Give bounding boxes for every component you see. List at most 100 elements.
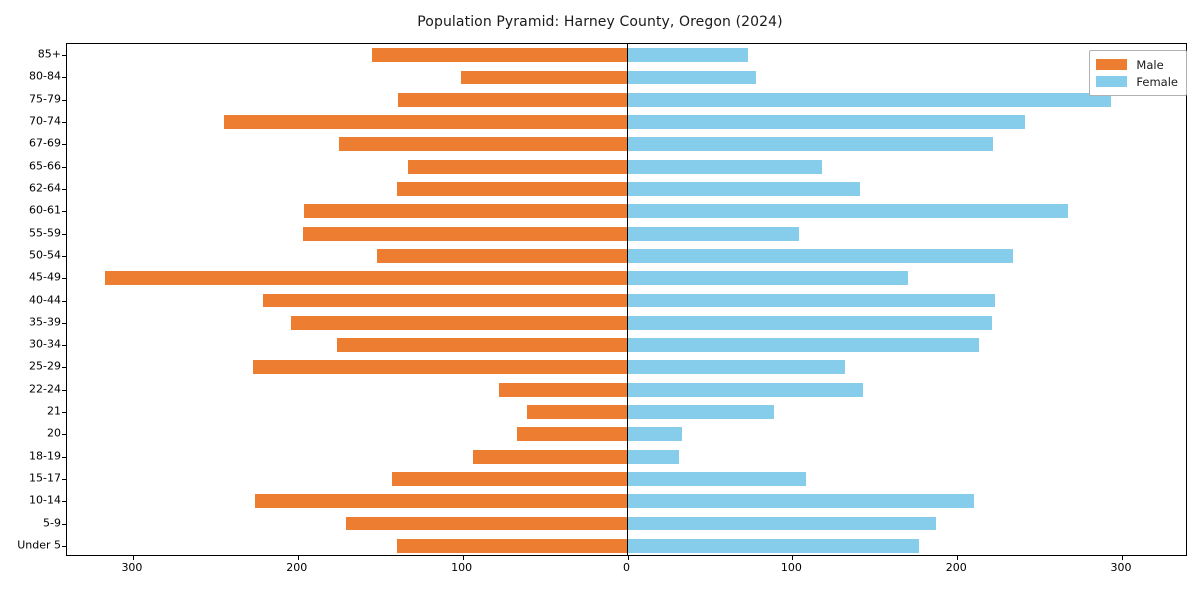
y-tick-label: 55-59: [29, 226, 61, 240]
bar-male-60-61: [304, 204, 628, 219]
bar-male-75-79: [398, 92, 628, 107]
bar-row: [67, 382, 1186, 397]
y-tick-label: 45-49: [29, 270, 61, 284]
bar-female-55-59: [627, 226, 799, 241]
bar-row: [67, 115, 1186, 129]
bar-male-40-44: [263, 293, 628, 308]
bar-row: [67, 137, 1186, 152]
bars-layer: [67, 44, 1186, 555]
x-tick-mark: [297, 555, 299, 560]
x-tick-mark: [1122, 555, 1124, 560]
legend-item-female[interactable]: Female: [1096, 73, 1178, 90]
bar-male-30-34: [337, 338, 628, 353]
y-tick-mark: [62, 389, 67, 391]
y-tick-label: 21: [47, 404, 61, 418]
bar-female-5-9: [627, 516, 936, 531]
bar-female-10-14: [627, 494, 974, 509]
y-tick-mark: [62, 478, 67, 480]
x-tick-label: 100: [451, 561, 473, 574]
y-tick-mark: [62, 523, 67, 525]
bar-female-40-44: [627, 293, 996, 308]
bar-female-67-69: [627, 137, 994, 152]
legend-label: Female: [1136, 74, 1178, 89]
legend-label: Male: [1136, 57, 1164, 72]
y-tick-label: 50-54: [29, 248, 61, 262]
y-tick-mark: [62, 55, 67, 57]
x-tick-mark: [792, 555, 794, 560]
bar-row: [67, 204, 1186, 219]
legend-item-male[interactable]: Male: [1096, 56, 1178, 73]
bar-male-45-49: [104, 271, 628, 286]
y-tick-label: 30-34: [29, 337, 61, 351]
bar-row: [67, 70, 1186, 85]
y-tick-label: Under 5: [17, 538, 61, 552]
x-tick-mark: [462, 555, 464, 560]
bar-male-67-69: [339, 137, 628, 152]
bar-female-62-64: [627, 182, 860, 196]
bar-female-65-66: [627, 159, 823, 174]
y-tick-mark: [62, 456, 67, 458]
y-tick-mark: [62, 77, 67, 79]
y-tick-label: 65-66: [29, 159, 61, 173]
y-tick-mark: [62, 322, 67, 324]
y-tick-label: 70-74: [29, 114, 61, 128]
bar-male-70-74: [223, 115, 628, 129]
plot-area: [62, 43, 1187, 560]
bar-female-under-5: [627, 538, 920, 553]
y-tick-label: 60-61: [29, 203, 61, 217]
y-tick-mark: [62, 300, 67, 302]
y-tick-mark: [62, 434, 67, 436]
bar-female-85-: [627, 48, 748, 63]
zero-axis-line: [626, 44, 629, 555]
y-tick-label: 18-19: [29, 449, 61, 463]
y-tick-label: 15-17: [29, 471, 61, 485]
bar-female-30-34: [627, 338, 979, 353]
bar-male-25-29: [253, 360, 628, 375]
bar-male-5-9: [345, 516, 628, 531]
legend-swatch-female: [1096, 76, 1128, 87]
bar-row: [67, 293, 1186, 308]
x-tick-label: 200: [945, 561, 967, 574]
y-tick-label: 10-14: [29, 493, 61, 507]
y-tick-label: 75-79: [29, 92, 61, 106]
y-tick-mark: [62, 211, 67, 213]
y-tick-label: 5-9: [43, 516, 61, 530]
bar-female-45-49: [627, 271, 908, 286]
x-tick-mark: [957, 555, 959, 560]
bar-female-75-79: [627, 92, 1111, 107]
bar-male-under-5: [396, 538, 628, 553]
y-tick-label: 35-39: [29, 315, 61, 329]
x-tick-label: 100: [780, 561, 802, 574]
bar-male-80-84: [460, 70, 628, 85]
bar-male-18-19: [472, 449, 628, 464]
y-tick-mark: [62, 166, 67, 168]
bar-male-50-54: [376, 248, 628, 263]
bar-row: [67, 360, 1186, 375]
bar-female-15-17: [627, 472, 806, 486]
y-tick-label: 85+: [37, 47, 61, 61]
y-tick-mark: [62, 278, 67, 280]
y-tick-mark: [62, 345, 67, 347]
y-tick-label: 25-29: [29, 359, 61, 373]
bar-male-35-39: [291, 315, 628, 330]
bar-male-20: [517, 427, 628, 442]
bar-row: [67, 248, 1186, 263]
y-tick-label: 80-84: [29, 69, 61, 83]
y-tick-label: 22-24: [29, 382, 61, 396]
legend[interactable]: Male Female: [1089, 50, 1187, 96]
bar-row: [67, 271, 1186, 286]
bar-row: [67, 538, 1186, 553]
bar-male-65-66: [408, 159, 628, 174]
bar-female-20: [627, 427, 682, 442]
x-tick-mark: [627, 555, 629, 560]
x-tick-label: 0: [623, 561, 630, 574]
bar-row: [67, 472, 1186, 486]
bar-female-35-39: [627, 315, 992, 330]
y-tick-mark: [62, 545, 67, 547]
bar-female-18-19: [627, 449, 679, 464]
y-tick-mark: [62, 255, 67, 257]
bar-row: [67, 226, 1186, 241]
bar-female-22-24: [627, 382, 864, 397]
bar-male-62-64: [396, 182, 628, 196]
